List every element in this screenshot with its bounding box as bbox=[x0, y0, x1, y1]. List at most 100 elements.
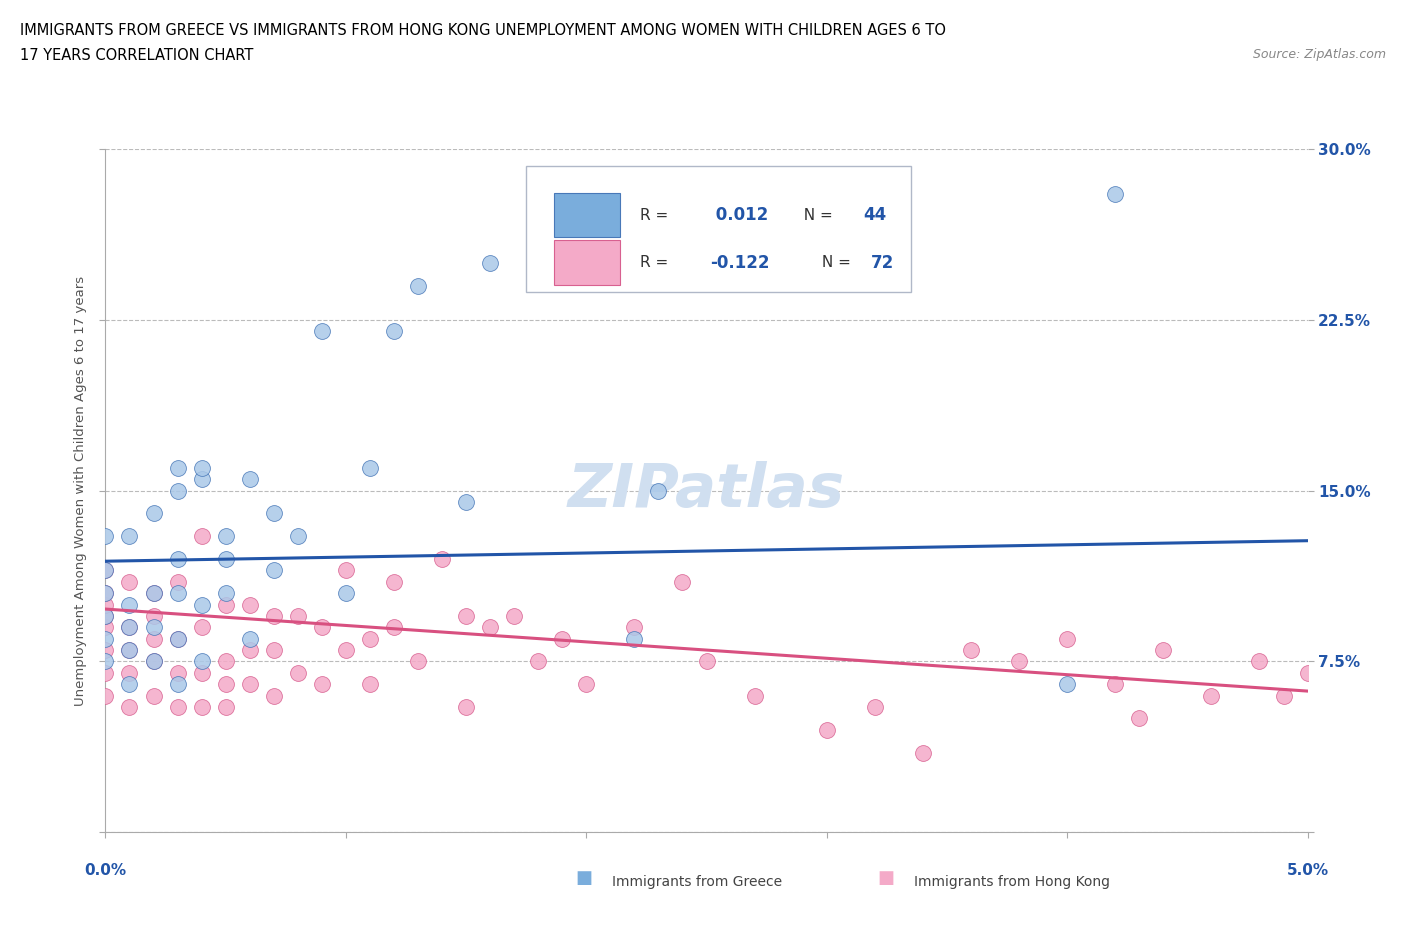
Point bbox=[142, 608, 165, 623]
Point bbox=[118, 699, 141, 714]
Text: ■: ■ bbox=[575, 869, 592, 887]
Point bbox=[311, 620, 333, 635]
Text: N =: N = bbox=[794, 207, 838, 222]
Point bbox=[94, 563, 117, 578]
Point bbox=[214, 529, 236, 544]
Point bbox=[454, 608, 477, 623]
Point bbox=[454, 699, 477, 714]
Point bbox=[118, 643, 141, 658]
Point bbox=[190, 597, 212, 612]
Point bbox=[214, 699, 236, 714]
Text: 0.012: 0.012 bbox=[710, 206, 768, 224]
Point bbox=[696, 654, 718, 669]
Text: 0.0%: 0.0% bbox=[84, 863, 127, 878]
Point bbox=[166, 631, 188, 646]
Y-axis label: Unemployment Among Women with Children Ages 6 to 17 years: Unemployment Among Women with Children A… bbox=[73, 275, 87, 706]
Point bbox=[263, 643, 285, 658]
Point bbox=[190, 620, 212, 635]
Point bbox=[287, 666, 309, 681]
Point bbox=[118, 597, 141, 612]
Point bbox=[863, 699, 886, 714]
Point bbox=[744, 688, 766, 703]
Point bbox=[166, 460, 188, 475]
Point bbox=[1056, 677, 1078, 692]
Point bbox=[335, 643, 357, 658]
Text: R =: R = bbox=[640, 256, 673, 271]
Point bbox=[287, 529, 309, 544]
Point bbox=[1056, 631, 1078, 646]
Point bbox=[287, 608, 309, 623]
Point bbox=[239, 631, 262, 646]
Point bbox=[263, 563, 285, 578]
Point bbox=[575, 677, 598, 692]
Point bbox=[647, 484, 669, 498]
Point bbox=[142, 586, 165, 601]
Point bbox=[214, 586, 236, 601]
Point bbox=[94, 563, 117, 578]
Point bbox=[94, 586, 117, 601]
Point bbox=[190, 699, 212, 714]
Point bbox=[1296, 666, 1319, 681]
Text: Source: ZipAtlas.com: Source: ZipAtlas.com bbox=[1253, 48, 1386, 61]
Point bbox=[190, 529, 212, 544]
Point bbox=[166, 699, 188, 714]
Bar bbox=[554, 240, 620, 285]
Point bbox=[190, 460, 212, 475]
Point bbox=[118, 643, 141, 658]
Text: ZIPatlas: ZIPatlas bbox=[568, 461, 845, 520]
Text: 5.0%: 5.0% bbox=[1286, 863, 1329, 878]
Point bbox=[94, 597, 117, 612]
Point bbox=[1104, 677, 1126, 692]
Point bbox=[118, 620, 141, 635]
Point bbox=[1249, 654, 1271, 669]
Point bbox=[335, 563, 357, 578]
Point bbox=[142, 620, 165, 635]
Point bbox=[214, 597, 236, 612]
Text: N =: N = bbox=[817, 256, 856, 271]
Point bbox=[94, 631, 117, 646]
Point bbox=[214, 677, 236, 692]
Point bbox=[214, 551, 236, 566]
Point bbox=[166, 575, 188, 590]
Text: Immigrants from Greece: Immigrants from Greece bbox=[612, 874, 782, 889]
Point bbox=[94, 666, 117, 681]
Text: Immigrants from Hong Kong: Immigrants from Hong Kong bbox=[914, 874, 1109, 889]
Point bbox=[263, 608, 285, 623]
Point bbox=[166, 484, 188, 498]
Point bbox=[1152, 643, 1174, 658]
Point bbox=[239, 597, 262, 612]
Point bbox=[311, 677, 333, 692]
Point bbox=[359, 631, 381, 646]
Text: 44: 44 bbox=[863, 206, 886, 224]
Point bbox=[239, 677, 262, 692]
Point bbox=[406, 654, 429, 669]
Point bbox=[911, 745, 934, 760]
Point bbox=[359, 677, 381, 692]
Point bbox=[479, 256, 502, 271]
Point bbox=[623, 620, 645, 635]
Point bbox=[1201, 688, 1223, 703]
Text: IMMIGRANTS FROM GREECE VS IMMIGRANTS FROM HONG KONG UNEMPLOYMENT AMONG WOMEN WIT: IMMIGRANTS FROM GREECE VS IMMIGRANTS FRO… bbox=[20, 23, 946, 38]
Point bbox=[382, 620, 405, 635]
Text: ■: ■ bbox=[877, 869, 894, 887]
Point bbox=[311, 324, 333, 339]
Point bbox=[1008, 654, 1031, 669]
Bar bbox=[554, 193, 620, 237]
Point bbox=[382, 324, 405, 339]
Point bbox=[118, 620, 141, 635]
Point bbox=[118, 529, 141, 544]
Point bbox=[142, 654, 165, 669]
Point bbox=[94, 608, 117, 623]
Point bbox=[166, 586, 188, 601]
Point bbox=[118, 575, 141, 590]
Point bbox=[94, 643, 117, 658]
Point bbox=[815, 723, 838, 737]
Point bbox=[118, 677, 141, 692]
Point bbox=[142, 506, 165, 521]
Point bbox=[239, 472, 262, 486]
Point bbox=[190, 666, 212, 681]
Point bbox=[671, 575, 693, 590]
Point bbox=[94, 688, 117, 703]
Point bbox=[166, 631, 188, 646]
Point bbox=[166, 666, 188, 681]
